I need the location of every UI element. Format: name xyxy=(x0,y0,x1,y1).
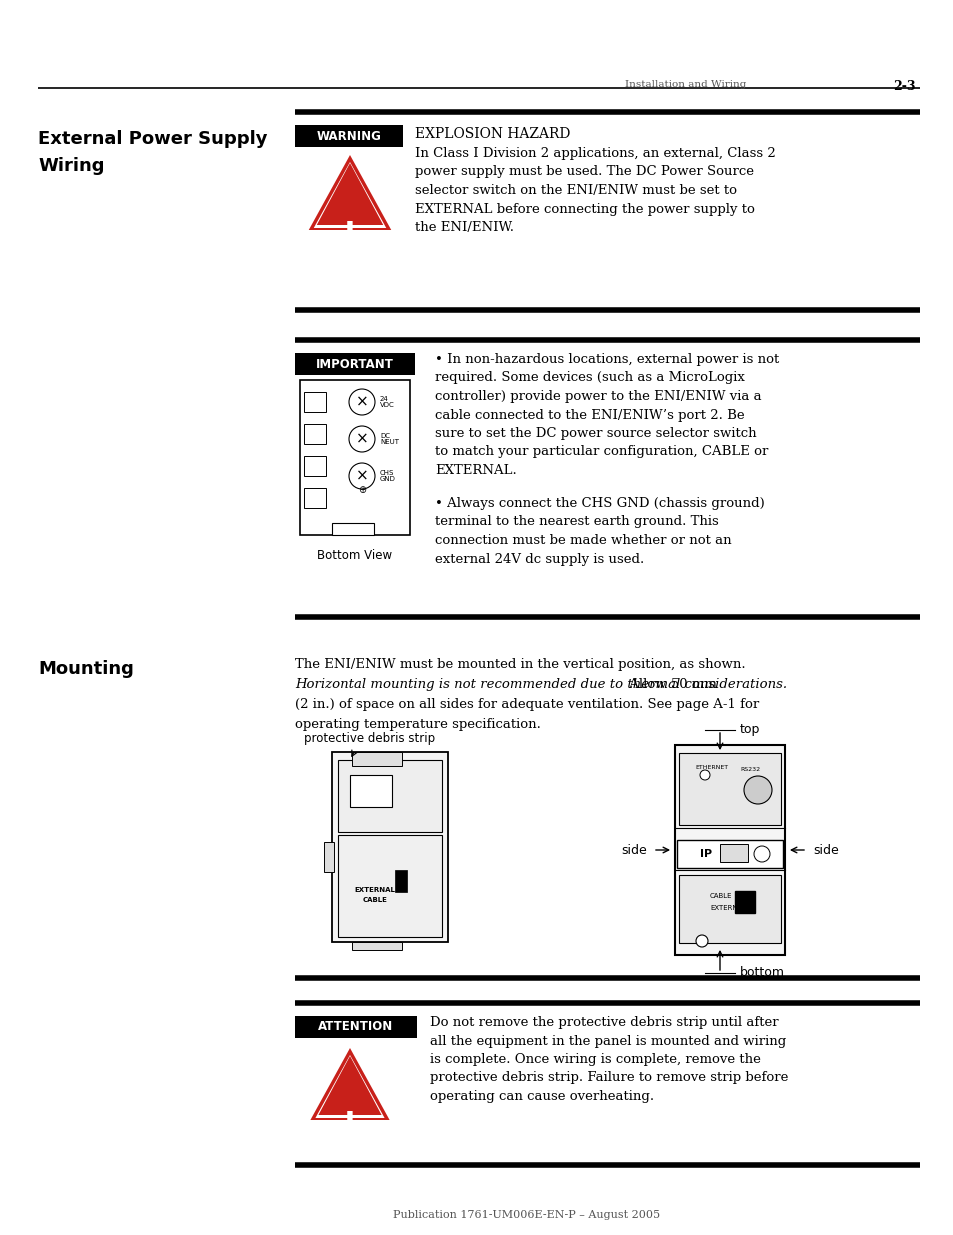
Text: CABLE: CABLE xyxy=(709,893,732,899)
Text: RS232: RS232 xyxy=(740,767,760,772)
Text: • In non-hazardous locations, external power is not
required. Some devices (such: • In non-hazardous locations, external p… xyxy=(435,353,779,477)
Text: CHS
GND: CHS GND xyxy=(379,469,395,482)
FancyBboxPatch shape xyxy=(337,835,441,937)
Text: Do not remove the protective debris strip until after
all the equipment in the p: Do not remove the protective debris stri… xyxy=(430,1016,787,1103)
Text: Publication 1761-UM006E-EN-P – August 2005: Publication 1761-UM006E-EN-P – August 20… xyxy=(393,1210,659,1220)
Text: IMPORTANT: IMPORTANT xyxy=(315,357,394,370)
Text: side: side xyxy=(812,844,838,857)
Text: top: top xyxy=(740,724,760,736)
Text: (2 in.) of space on all sides for adequate ventilation. See page A-1 for: (2 in.) of space on all sides for adequa… xyxy=(294,698,759,711)
FancyBboxPatch shape xyxy=(304,391,326,412)
Text: EXTERNAL: EXTERNAL xyxy=(355,887,395,893)
FancyBboxPatch shape xyxy=(679,876,781,944)
FancyBboxPatch shape xyxy=(332,752,448,942)
Text: CABLE: CABLE xyxy=(362,897,387,903)
FancyBboxPatch shape xyxy=(675,745,784,955)
FancyBboxPatch shape xyxy=(299,380,410,535)
Polygon shape xyxy=(318,1056,381,1115)
FancyBboxPatch shape xyxy=(734,890,754,913)
Text: In Class I Division 2 applications, an external, Class 2
power supply must be us: In Class I Division 2 applications, an e… xyxy=(415,147,775,233)
FancyBboxPatch shape xyxy=(679,753,781,825)
Text: The ENI/ENIW must be mounted in the vertical position, as shown.: The ENI/ENIW must be mounted in the vert… xyxy=(294,658,745,671)
Text: Wiring: Wiring xyxy=(38,157,105,175)
Text: Horizontal mounting is not recommended due to thermal considerations.: Horizontal mounting is not recommended d… xyxy=(294,678,786,692)
Polygon shape xyxy=(316,163,383,225)
Text: !: ! xyxy=(343,1110,356,1139)
Text: • Always connect the CHS GND (chassis ground)
terminal to the nearest earth grou: • Always connect the CHS GND (chassis gr… xyxy=(435,496,764,566)
Text: Installation and Wiring: Installation and Wiring xyxy=(624,80,745,89)
Text: protective debris strip: protective debris strip xyxy=(304,732,436,745)
FancyBboxPatch shape xyxy=(324,842,334,872)
Text: operating temperature specification.: operating temperature specification. xyxy=(294,718,540,731)
Text: EXTERNAL: EXTERNAL xyxy=(709,905,745,911)
Polygon shape xyxy=(309,156,391,230)
FancyBboxPatch shape xyxy=(304,488,326,508)
FancyBboxPatch shape xyxy=(332,522,374,535)
Circle shape xyxy=(349,463,375,489)
Text: side: side xyxy=(620,844,646,857)
FancyBboxPatch shape xyxy=(294,1016,416,1037)
Polygon shape xyxy=(310,1049,389,1120)
Text: ×: × xyxy=(355,468,368,483)
Circle shape xyxy=(349,389,375,415)
Text: !: ! xyxy=(343,220,356,249)
Text: 24
VDC: 24 VDC xyxy=(379,395,395,409)
Polygon shape xyxy=(315,1055,384,1118)
FancyBboxPatch shape xyxy=(395,869,407,892)
Polygon shape xyxy=(314,162,386,228)
Circle shape xyxy=(743,776,771,804)
Text: ETHERNET: ETHERNET xyxy=(695,764,728,769)
FancyBboxPatch shape xyxy=(294,353,415,375)
Text: External Power Supply: External Power Supply xyxy=(38,130,267,148)
FancyBboxPatch shape xyxy=(294,125,402,147)
Circle shape xyxy=(349,426,375,452)
Circle shape xyxy=(700,769,709,781)
FancyBboxPatch shape xyxy=(677,840,782,868)
FancyBboxPatch shape xyxy=(304,456,326,475)
Text: Mounting: Mounting xyxy=(38,659,133,678)
Text: EXPLOSION HAZARD: EXPLOSION HAZARD xyxy=(415,127,570,141)
Text: ⊕: ⊕ xyxy=(357,485,366,495)
Text: Allow 50 mm: Allow 50 mm xyxy=(624,678,716,692)
FancyBboxPatch shape xyxy=(352,752,401,766)
FancyBboxPatch shape xyxy=(350,776,392,806)
FancyBboxPatch shape xyxy=(352,942,401,950)
FancyBboxPatch shape xyxy=(304,424,326,445)
Circle shape xyxy=(696,935,707,947)
Text: 2-3: 2-3 xyxy=(892,80,915,93)
Text: WARNING: WARNING xyxy=(316,130,381,142)
Text: bottom: bottom xyxy=(740,967,784,979)
FancyBboxPatch shape xyxy=(720,844,747,862)
Text: ATTENTION: ATTENTION xyxy=(318,1020,394,1034)
Circle shape xyxy=(753,846,769,862)
Text: ×: × xyxy=(355,431,368,447)
Text: IP: IP xyxy=(700,848,711,860)
FancyBboxPatch shape xyxy=(337,760,441,832)
Text: ×: × xyxy=(355,394,368,410)
Text: DC
NEUT: DC NEUT xyxy=(379,432,398,446)
Text: Bottom View: Bottom View xyxy=(317,550,392,562)
